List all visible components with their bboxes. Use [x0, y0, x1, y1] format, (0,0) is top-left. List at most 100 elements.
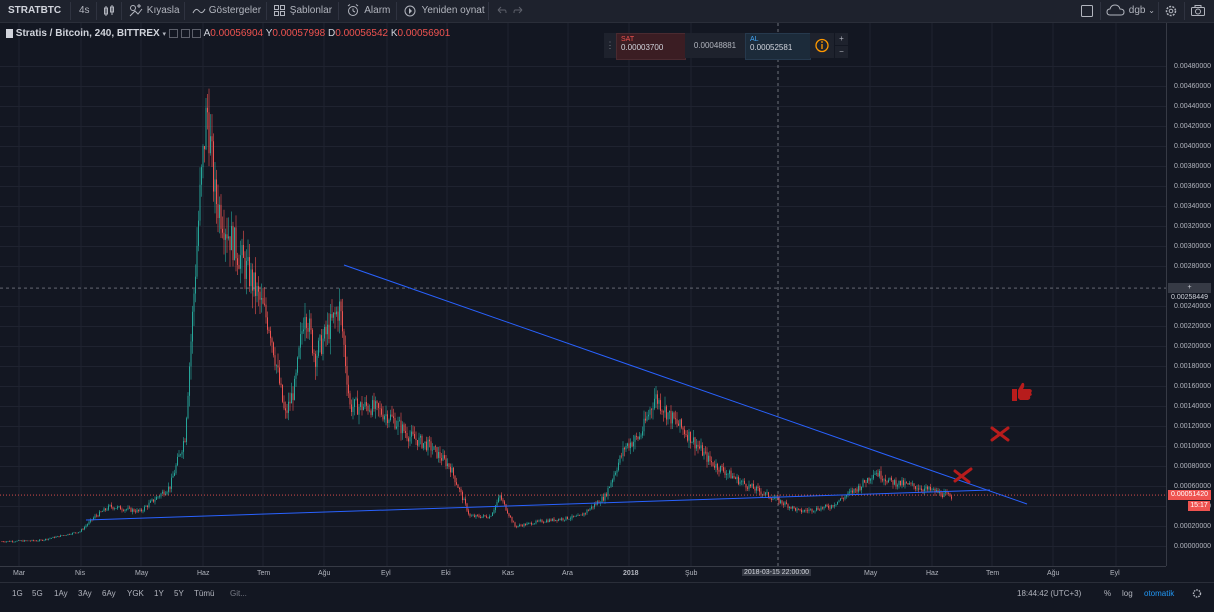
settings-icon[interactable] [180, 28, 190, 38]
indicators-button[interactable]: Göstergeler [192, 0, 261, 22]
price-axis[interactable]: 0.0000.000000000.000200000.000600000.000… [1166, 23, 1214, 566]
candle-body [34, 540, 36, 542]
range-button[interactable]: 6Ay [102, 589, 116, 598]
candle-body [127, 507, 129, 510]
candle-body [138, 509, 139, 511]
candle-body [601, 496, 603, 503]
candle-body [51, 537, 52, 539]
range-button[interactable]: 1G [12, 589, 23, 598]
candle-body [714, 465, 715, 468]
candle-body [7, 541, 9, 542]
candle-body [237, 258, 238, 265]
undo-button[interactable] [495, 0, 507, 22]
chart-pane[interactable] [0, 23, 1166, 566]
chevron-down-icon[interactable]: ▾ [162, 31, 166, 38]
candle-body [708, 455, 709, 462]
candle-body [390, 414, 391, 420]
candle-body [537, 520, 538, 522]
series-legend[interactable]: Stratis / Bitcoin, 240, BITTREX ▾ A0.000… [6, 28, 450, 39]
candle-body [949, 493, 951, 497]
percent-scale-toggle[interactable]: % [1104, 589, 1112, 598]
buy-button[interactable]: AL 0.00052581 [745, 33, 811, 60]
cross-annotation[interactable] [990, 426, 1010, 442]
replay-button[interactable]: Yeniden oynat [403, 0, 485, 22]
time-tick-label: Nis [75, 570, 86, 577]
candle-body [706, 451, 708, 462]
fullscreen-button[interactable] [1080, 0, 1094, 22]
range-button[interactable]: 5G [32, 589, 43, 598]
candle-body [609, 486, 610, 488]
thumbs-up-annotation[interactable] [1012, 382, 1032, 401]
candle-body [375, 401, 376, 409]
candle-body [103, 508, 105, 512]
compare-button[interactable]: Kıyasla [128, 0, 180, 22]
candle-body [828, 505, 829, 508]
candle-body [427, 439, 429, 451]
range-button[interactable]: 5Y [174, 589, 184, 598]
candle-body [625, 445, 627, 450]
candle-body [883, 479, 885, 481]
candle-body [312, 329, 313, 354]
settings-button[interactable] [1164, 0, 1178, 22]
symbol-search[interactable]: STRATBTC [8, 5, 62, 16]
snapshot-button[interactable] [1190, 0, 1206, 22]
auto-scale-toggle[interactable]: otomatik [1144, 589, 1175, 598]
candle-body [538, 520, 540, 522]
candle-body [55, 536, 57, 538]
candle-body [66, 535, 67, 536]
candle-body [645, 418, 646, 421]
info-button[interactable] [810, 33, 834, 58]
candle-body [754, 488, 756, 491]
clock-display[interactable]: 18:44:42 (UTC+3) [1017, 589, 1082, 598]
save-layout-button[interactable]: dgb ⌄ [1106, 0, 1155, 22]
range-button[interactable]: YGK [127, 589, 144, 598]
candle-body [720, 465, 721, 472]
candle-body [753, 483, 754, 489]
candle-body [897, 485, 898, 487]
candle-body [789, 506, 790, 508]
range-button[interactable]: 3Ay [78, 589, 92, 598]
candle-body [639, 436, 640, 439]
candle-body [637, 436, 639, 439]
redo-button[interactable] [513, 0, 525, 22]
series-title[interactable]: Stratis / Bitcoin, 240, BITTREX [15, 28, 160, 39]
candle-body [240, 255, 241, 269]
candle-body [772, 498, 774, 500]
quantity-minus-button[interactable]: − [835, 46, 848, 58]
drag-handle[interactable]: ⋮ [604, 33, 616, 58]
eye-icon[interactable] [168, 28, 178, 38]
quantity-plus-button[interactable]: + [835, 33, 848, 45]
candle-body [894, 480, 895, 485]
cross-annotation[interactable] [953, 467, 973, 484]
close-icon[interactable] [192, 28, 202, 38]
log-scale-toggle[interactable]: log [1122, 589, 1133, 598]
candle-body [217, 204, 219, 219]
candle-body [592, 506, 594, 508]
candle-body [577, 515, 579, 516]
candle-body [750, 484, 751, 487]
sell-label: SAT [621, 36, 635, 43]
interval-button[interactable]: 4s [79, 5, 90, 16]
range-button[interactable]: Tümü [194, 589, 215, 598]
candle-body [918, 488, 919, 490]
time-axis[interactable]: 2018-03-15 22:00:00 Mar Nis May Haz Tem Ağu Ey… [0, 566, 1166, 583]
candle-body [283, 401, 285, 409]
candle-body [210, 136, 211, 154]
candle-body [294, 378, 295, 400]
candle-body [150, 500, 151, 503]
range-button[interactable]: 1Y [154, 589, 164, 598]
sell-button[interactable]: SAT 0.00003700 [616, 33, 686, 60]
goto-date-button[interactable]: Git... [230, 589, 247, 598]
divider [338, 2, 339, 20]
candle-body [910, 483, 912, 485]
candle-body [49, 538, 51, 539]
scale-settings-button[interactable] [1191, 583, 1203, 604]
templates-button[interactable]: Şablonlar [273, 0, 332, 22]
range-button[interactable]: 1Ay [54, 589, 68, 598]
candle-body [909, 483, 910, 485]
alarm-button[interactable]: Alarm [346, 0, 390, 22]
candle-body [946, 492, 948, 494]
menu-icon[interactable] [6, 28, 13, 38]
candle-body [475, 515, 477, 517]
chart-type-button[interactable] [103, 0, 115, 22]
